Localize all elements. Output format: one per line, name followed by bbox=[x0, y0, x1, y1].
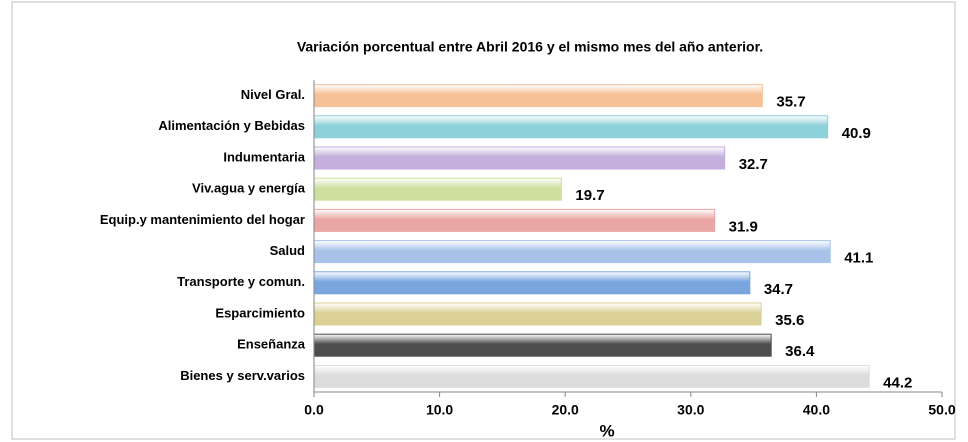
y-tick-label: Esparcimiento bbox=[215, 305, 305, 320]
x-tick-label: 30.0 bbox=[677, 402, 704, 418]
y-tick-label: Nivel Gral. bbox=[241, 87, 305, 102]
y-tick-label: Enseñanza bbox=[237, 337, 306, 352]
y-tick-label: Transporte y comun. bbox=[177, 274, 305, 289]
data-label: 31.9 bbox=[729, 218, 758, 235]
bar bbox=[313, 364, 870, 388]
y-tick-label: Indumentaria bbox=[223, 149, 305, 164]
y-tick-label: Alimentación y Bebidas bbox=[158, 118, 305, 133]
bar bbox=[313, 115, 829, 139]
x-tick-label: 40.0 bbox=[803, 402, 830, 418]
bar bbox=[313, 84, 763, 108]
y-tick-label: Equip.y mantenimiento del hogar bbox=[100, 212, 305, 227]
bar bbox=[313, 271, 751, 295]
data-label: 36.4 bbox=[785, 343, 815, 360]
data-label: 40.9 bbox=[842, 125, 871, 142]
bar bbox=[313, 333, 772, 357]
data-label: 35.7 bbox=[776, 94, 805, 111]
bar bbox=[313, 146, 726, 170]
data-label: 32.7 bbox=[739, 156, 768, 173]
data-label: 35.6 bbox=[775, 312, 804, 329]
y-tick-label: Viv.agua y energía bbox=[192, 181, 306, 196]
x-tick-label: 10.0 bbox=[426, 402, 453, 418]
bar bbox=[313, 240, 831, 264]
x-axis-label: % bbox=[599, 421, 614, 440]
bar bbox=[313, 208, 716, 232]
x-tick-label: 50.0 bbox=[928, 402, 955, 418]
data-label: 41.1 bbox=[844, 250, 873, 267]
data-label: 34.7 bbox=[764, 281, 793, 298]
y-tick-label: Salud bbox=[270, 243, 305, 258]
bar bbox=[313, 177, 562, 201]
data-label: 19.7 bbox=[575, 187, 604, 204]
chart-title: Variación porcentual entre Abril 2016 y … bbox=[297, 39, 763, 55]
bar bbox=[313, 302, 762, 326]
x-tick-label: 20.0 bbox=[552, 402, 579, 418]
x-tick-label: 0.0 bbox=[304, 402, 324, 418]
y-tick-label: Bienes y serv.varios bbox=[180, 368, 305, 383]
data-label: 44.2 bbox=[883, 374, 912, 391]
